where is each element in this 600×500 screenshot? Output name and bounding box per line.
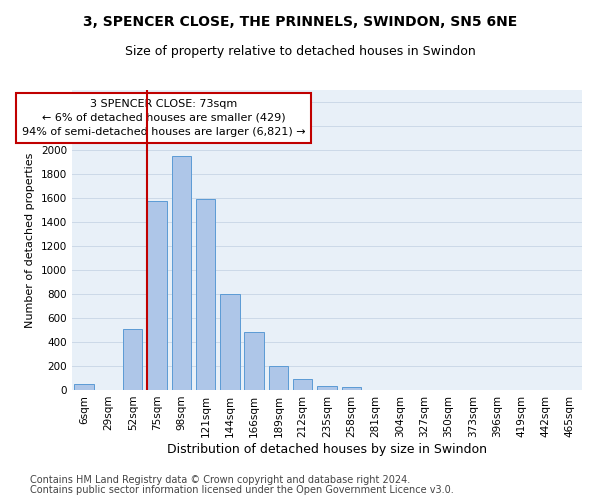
Bar — [74, 384, 94, 390]
X-axis label: Distribution of detached houses by size in Swindon: Distribution of detached houses by size … — [167, 442, 487, 456]
Bar — [341, 387, 361, 390]
Text: 3 SPENCER CLOSE: 73sqm
← 6% of detached houses are smaller (429)
94% of semi-det: 3 SPENCER CLOSE: 73sqm ← 6% of detached … — [22, 99, 305, 137]
Bar — [172, 156, 191, 390]
Text: Contains public sector information licensed under the Open Government Licence v3: Contains public sector information licen… — [30, 485, 454, 495]
Bar — [317, 386, 337, 390]
Bar — [220, 294, 239, 390]
Text: Size of property relative to detached houses in Swindon: Size of property relative to detached ho… — [125, 45, 475, 58]
Bar — [244, 332, 264, 390]
Text: Contains HM Land Registry data © Crown copyright and database right 2024.: Contains HM Land Registry data © Crown c… — [30, 475, 410, 485]
Bar — [269, 366, 288, 390]
Bar — [123, 330, 142, 390]
Bar — [147, 201, 167, 390]
Text: 3, SPENCER CLOSE, THE PRINNELS, SWINDON, SN5 6NE: 3, SPENCER CLOSE, THE PRINNELS, SWINDON,… — [83, 15, 517, 29]
Bar — [196, 199, 215, 390]
Y-axis label: Number of detached properties: Number of detached properties — [25, 152, 35, 328]
Bar — [293, 378, 313, 390]
